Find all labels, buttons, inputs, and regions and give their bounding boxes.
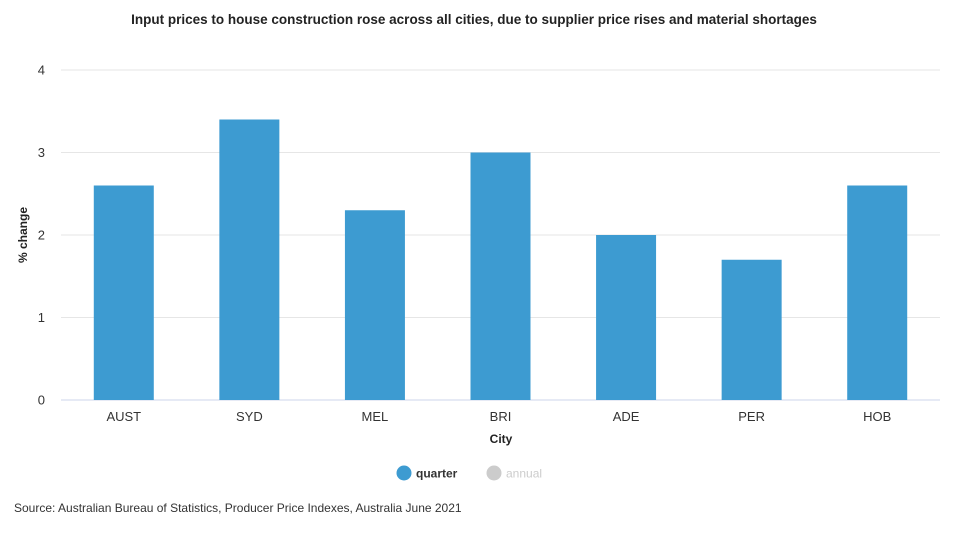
chart-title: Input prices to house construction rose … xyxy=(131,12,817,27)
bar-aust[interactable] xyxy=(93,185,154,401)
source-note: Source: Australian Bureau of Statistics,… xyxy=(14,501,462,515)
x-tick-label: ADE xyxy=(613,409,640,424)
x-tick-label: AUST xyxy=(106,409,141,424)
bar-ade[interactable] xyxy=(596,235,657,400)
x-axis-title: City xyxy=(490,432,513,446)
x-axis-ticks: AUST SYD MEL BRI ADE PER HOB xyxy=(106,409,891,424)
x-tick-label: BRI xyxy=(490,409,512,424)
legend-item-annual[interactable]: annual xyxy=(486,465,543,481)
bar-syd[interactable] xyxy=(219,119,280,401)
legend-marker-icon xyxy=(486,465,502,481)
bar-per[interactable] xyxy=(721,259,782,400)
legend-marker-icon xyxy=(396,465,412,481)
legend-item-quarter[interactable]: quarter xyxy=(396,465,458,481)
bars xyxy=(93,119,908,401)
y-axis-title: % change xyxy=(16,207,30,263)
x-tick-label: PER xyxy=(738,409,765,424)
y-axis-ticks: 0 1 2 3 4 xyxy=(38,63,45,408)
x-tick-label: SYD xyxy=(236,409,263,424)
y-tick-label: 1 xyxy=(38,310,45,325)
y-tick-label: 2 xyxy=(38,228,45,243)
y-tick-label: 3 xyxy=(38,145,45,160)
x-tick-label: MEL xyxy=(362,409,389,424)
bar-hob[interactable] xyxy=(847,185,908,401)
y-tick-label: 0 xyxy=(38,393,45,408)
legend: quarter annual xyxy=(396,465,543,481)
bar-bri[interactable] xyxy=(470,152,531,401)
legend-label: quarter xyxy=(416,467,458,481)
x-tick-label: HOB xyxy=(863,409,891,424)
y-tick-label: 4 xyxy=(38,63,45,78)
bar-mel[interactable] xyxy=(344,210,405,400)
legend-label: annual xyxy=(506,467,542,481)
